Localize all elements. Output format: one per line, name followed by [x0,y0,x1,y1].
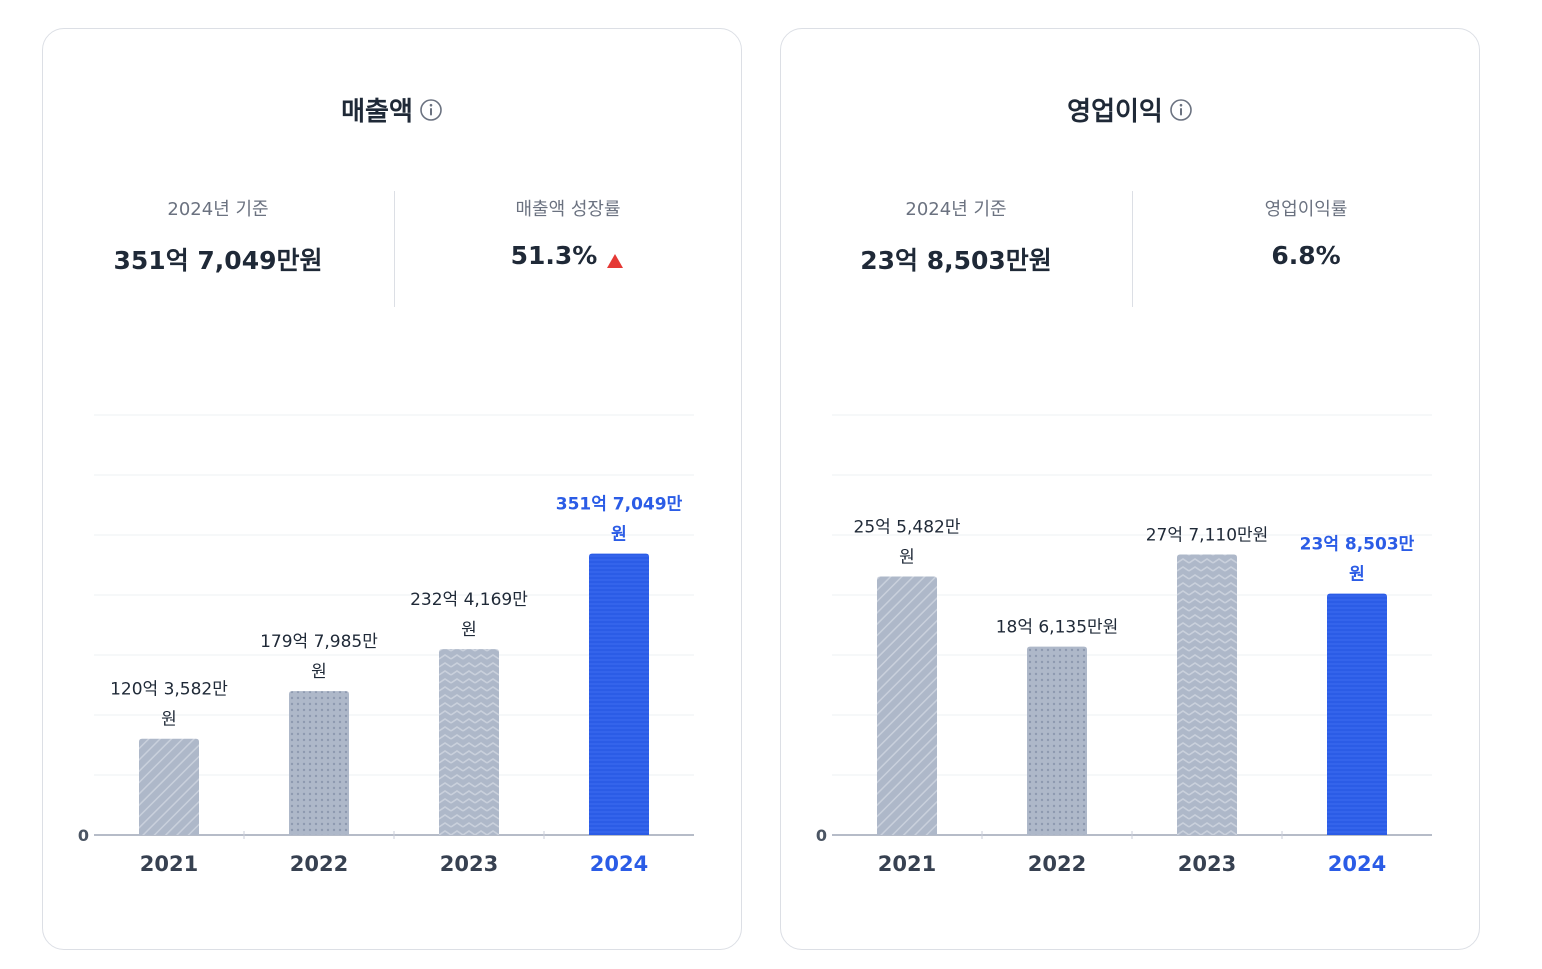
stat-value: 23억 8,503만원 [781,241,1131,277]
data-label: 23억 8,503만 [1300,535,1415,555]
data-label: 원 [1349,565,1365,585]
bar-2021[interactable] [139,738,199,835]
stat-value: 6.8% [1131,241,1481,270]
data-label: 25억 5,482만 [854,517,961,537]
data-label: 179억 7,985만 [260,632,378,652]
card-title: 매출액 [43,91,741,128]
card-title: 영업이익 [781,91,1479,128]
data-label: 원 [311,662,327,682]
stat-base-year: 2024년 기준 351억 7,049만원 [43,191,393,277]
stat-label: 영업이익률 [1264,199,1348,220]
stat-base-year: 2024년 기준 23억 8,503만원 [781,191,1131,277]
card-title-text: 영업이익 [1067,97,1163,127]
stat-divider [1132,191,1133,307]
bar-2022[interactable] [289,691,349,835]
info-circle-icon[interactable] [1169,98,1193,122]
y-tick-label: 0 [78,826,89,845]
stat-label: 2024년 기준 [905,199,1007,220]
x-tick-label: 2022 [290,852,348,876]
data-label: 원 [611,525,627,545]
x-tick-label: 2023 [1178,852,1236,876]
x-tick-label: 2022 [1028,852,1086,876]
data-label: 18억 6,135만원 [996,618,1119,638]
bar-2023[interactable] [1177,554,1237,835]
stat-value-text: 351억 7,049만원 [113,246,323,275]
stat-value-text: 51.3% [510,241,598,270]
x-tick-label: 2021 [140,852,198,876]
data-label: 120억 3,582만 [110,680,228,700]
card-title-text: 매출액 [341,97,413,127]
stat-divider [394,191,395,307]
x-tick-label: 2021 [878,852,936,876]
bar-2021[interactable] [877,576,937,835]
data-label: 351억 7,049만 [556,495,683,515]
stat-growth-rate: 매출액 성장률 51.3% [393,191,743,270]
stat-operating-margin: 영업이익률 6.8% [1131,191,1481,270]
data-label: 원 [161,710,177,730]
stat-value: 51.3% [393,241,743,270]
stat-value-text: 6.8% [1271,241,1341,270]
bar-2024[interactable] [1327,593,1387,835]
y-tick-label: 0 [816,826,827,845]
stat-label: 매출액 성장률 [515,199,621,220]
operating-profit-card: 영업이익 2024년 기준 23억 8,503만원 영업이익률 6.8% 0 25… [780,28,1480,950]
x-tick-label: 2024 [590,852,648,876]
x-tick-label: 2023 [440,852,498,876]
stat-value-text: 23억 8,503만원 [860,246,1052,275]
stats-row: 2024년 기준 351억 7,049만원 매출액 성장률 51.3% [43,191,741,307]
revenue-card: 매출액 2024년 기준 351억 7,049만원 매출액 성장률 51.3% [42,28,742,950]
bar-2022[interactable] [1027,646,1087,835]
data-label: 원 [461,620,477,640]
bar-2023[interactable] [439,649,499,835]
info-circle-icon[interactable] [419,98,443,122]
stats-row: 2024년 기준 23억 8,503만원 영업이익률 6.8% [781,191,1479,307]
stat-label: 2024년 기준 [167,199,269,220]
data-label: 232억 4,169만 [410,590,528,610]
bar-2024[interactable] [589,553,649,835]
x-tick-label: 2024 [1328,852,1386,876]
stat-value: 351억 7,049만원 [43,241,393,277]
data-label: 원 [899,547,915,567]
data-label: 27억 7,110만원 [1146,526,1269,546]
triangle-up-icon [605,247,625,268]
